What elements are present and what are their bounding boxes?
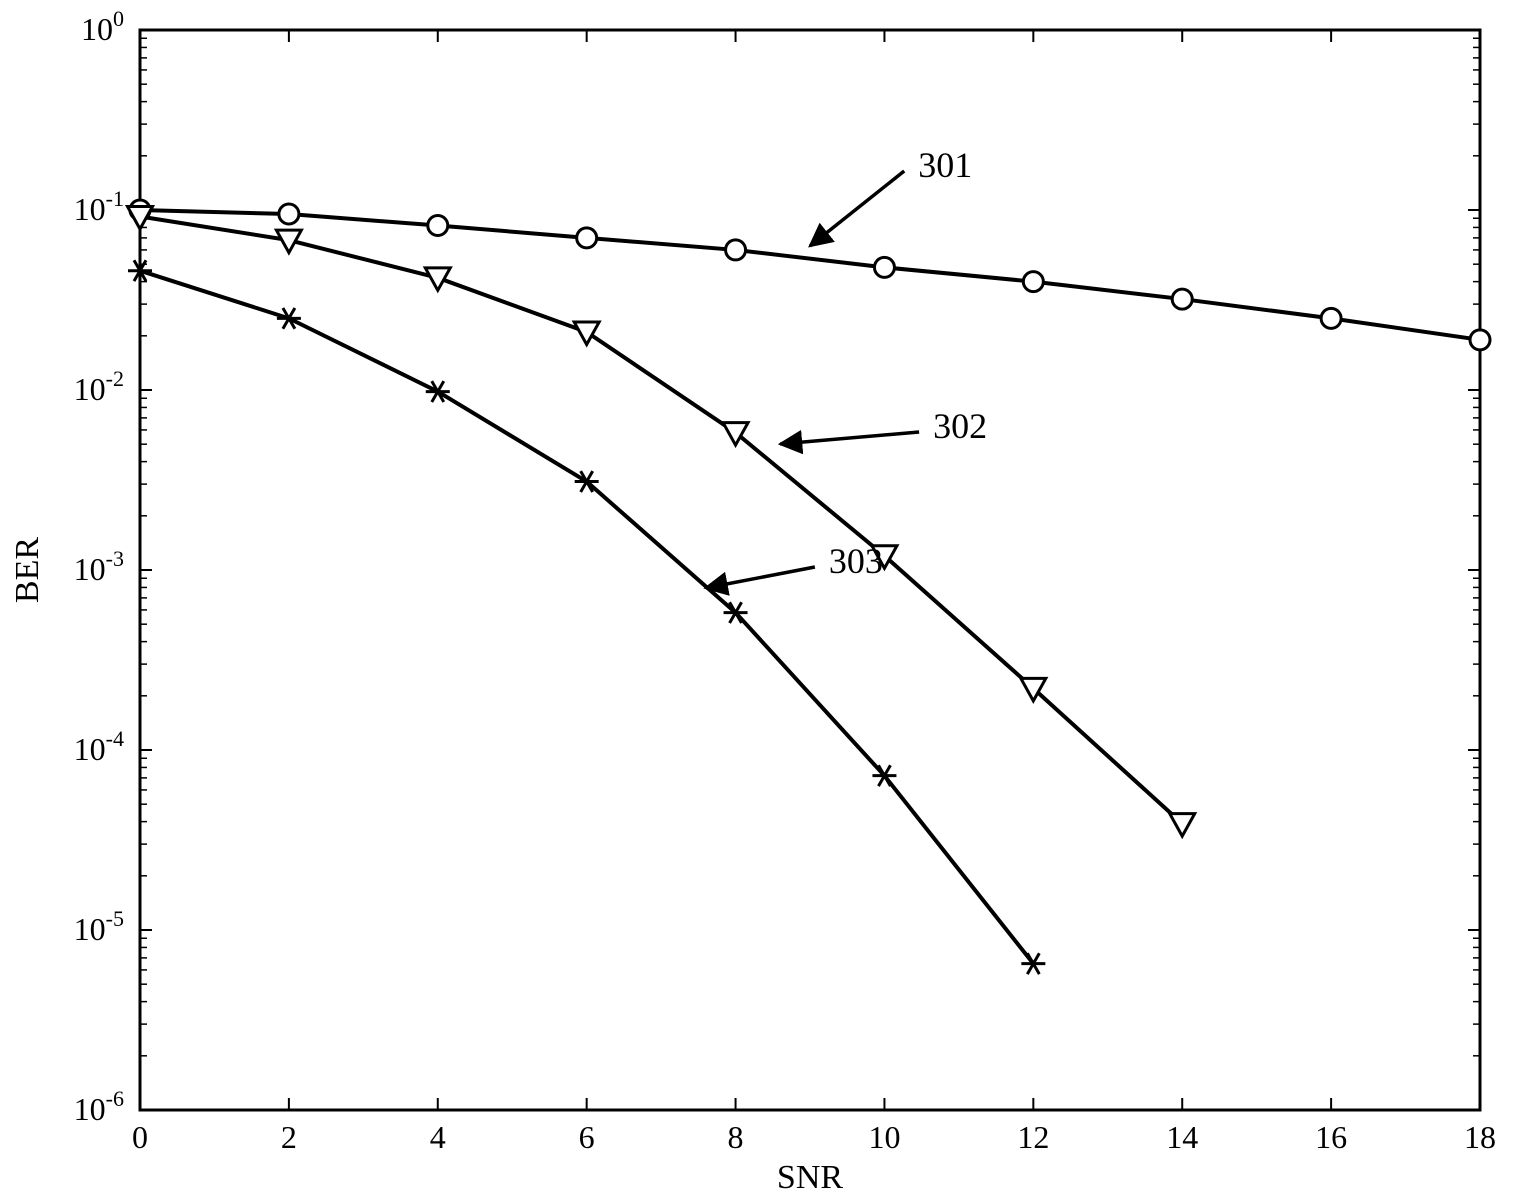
annotation-label-303: 303 <box>829 541 883 581</box>
ber-vs-snr-chart: 0 2 4 6 8 10 12 14 16 18 100 10-1 10-2 10-3 10-4 10-5 10… <box>0 0 1513 1192</box>
x-axis-label: SNR <box>777 1159 843 1192</box>
y-tick-label: 10-4 <box>74 726 124 767</box>
x-tick-label: 6 <box>579 1119 595 1155</box>
chart-svg: 0 2 4 6 8 10 12 14 16 18 100 10-1 10-2 10-3 10-4 10-5 10… <box>0 0 1513 1192</box>
y-tick-label: 10-1 <box>74 186 124 227</box>
annotation-arrow-302 <box>780 432 919 444</box>
series-line-301 <box>140 210 1480 340</box>
y-tick-label: 10-6 <box>74 1086 124 1127</box>
x-tick-label: 12 <box>1017 1119 1049 1155</box>
y-tick-label: 10-2 <box>74 366 124 407</box>
annotation-arrow-303 <box>706 567 815 588</box>
series-line-302 <box>140 217 1182 824</box>
annotation-label-301: 301 <box>918 145 972 185</box>
series-line-303 <box>140 271 1033 964</box>
x-tick-label: 14 <box>1166 1119 1198 1155</box>
x-tick-label: 8 <box>728 1119 744 1155</box>
x-tick-label: 4 <box>430 1119 446 1155</box>
x-tick-label: 0 <box>132 1119 148 1155</box>
series-markers-302 <box>128 207 1195 837</box>
annotation-arrow-301 <box>810 171 904 246</box>
x-tick-label: 10 <box>868 1119 900 1155</box>
annotation-label-302: 302 <box>933 406 987 446</box>
y-axis-label: BER <box>9 537 46 603</box>
x-tick-label: 18 <box>1464 1119 1496 1155</box>
x-tick-label: 2 <box>281 1119 297 1155</box>
y-tick-label: 100 <box>81 6 124 47</box>
y-tick-label: 10-3 <box>74 546 124 587</box>
series-markers-303 <box>128 260 1045 974</box>
x-tick-label: 16 <box>1315 1119 1347 1155</box>
series-markers-301 <box>130 200 1490 350</box>
y-tick-label: 10-5 <box>74 906 124 947</box>
